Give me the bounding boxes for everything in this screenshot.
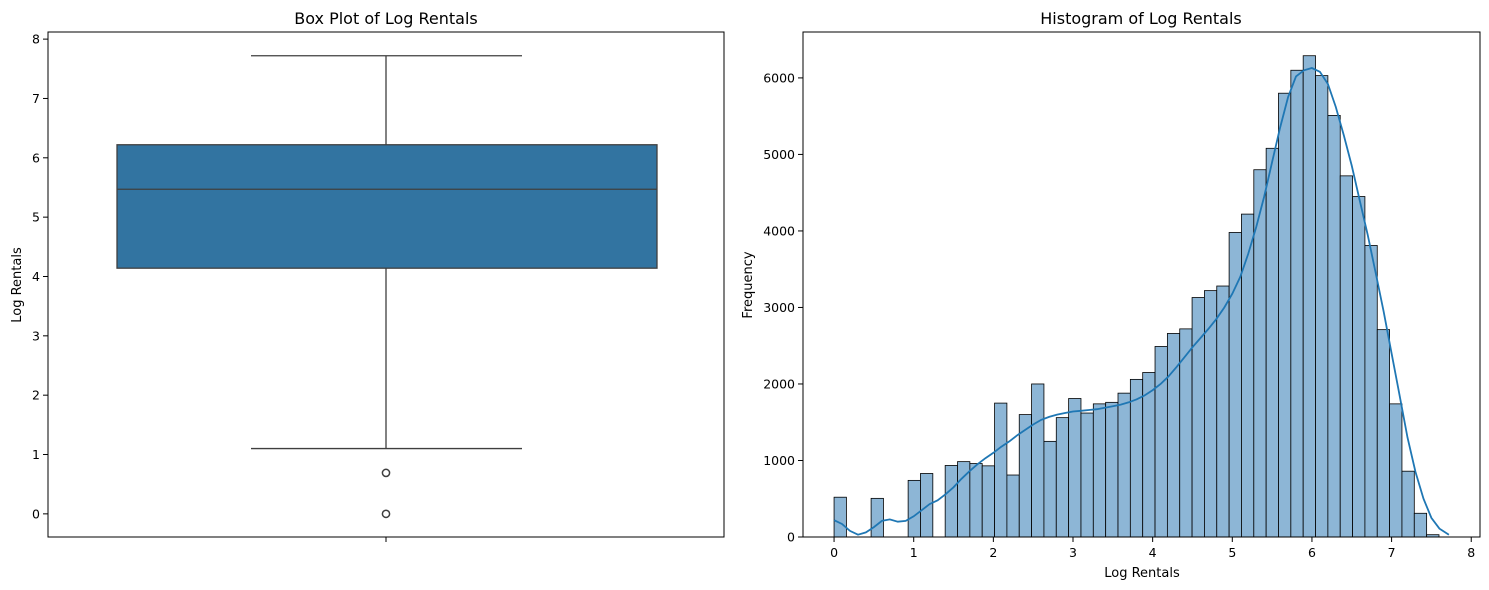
boxplot-y-tick-label: 7 <box>32 91 40 106</box>
boxplot-panel: Box Plot of Log Rentals Log Rentals 0 1 2 3… <box>10 9 725 542</box>
histogram-y-tick-label: 3000 <box>763 300 795 315</box>
histogram-bar <box>1154 346 1168 538</box>
boxplot-y-axis-label: Log Rentals <box>10 247 25 323</box>
histogram-y-tick-label: 6000 <box>763 70 795 85</box>
histogram-bar <box>1253 169 1267 538</box>
histogram-bar <box>1129 378 1144 538</box>
histogram-x-tick-label: 8 <box>1467 545 1475 560</box>
histogram-bar <box>1302 55 1316 538</box>
histogram-bar <box>1055 417 1070 538</box>
boxplot-y-tick-label: 0 <box>32 506 40 521</box>
histogram-x-ticks: 0 1 2 3 4 5 6 7 8 <box>830 537 1475 560</box>
histogram-y-tick-label: 2000 <box>763 376 795 391</box>
histogram-bar <box>907 479 921 538</box>
histogram-x-tick-label: 3 <box>1069 545 1077 560</box>
histogram-bar <box>1142 372 1156 538</box>
histogram-bar <box>1401 470 1415 538</box>
boxplot-y-tick-label: 1 <box>32 447 40 462</box>
histogram-bar <box>833 496 847 538</box>
histogram-x-tick-label: 4 <box>1149 545 1157 560</box>
histogram-bar <box>1241 213 1255 538</box>
boxplot-y-tick-label: 8 <box>32 32 40 47</box>
boxplot-marks <box>116 55 658 519</box>
histogram-y-ticks: 0 1000 2000 3000 4000 5000 6000 <box>763 70 803 545</box>
histogram-bar <box>1327 115 1341 538</box>
histogram-y-tick-label: 0 <box>787 530 795 545</box>
histogram-bar <box>870 497 884 538</box>
boxplot-title: Box Plot of Log Rentals <box>294 9 477 28</box>
histogram-bar <box>981 465 995 538</box>
histogram-bar <box>1105 401 1119 538</box>
histogram-bar <box>1191 297 1205 538</box>
histogram-bar <box>1031 383 1045 538</box>
histogram-x-tick-label: 7 <box>1388 545 1396 560</box>
boxplot-y-tick-label: 6 <box>32 150 40 165</box>
histogram-x-tick-label: 6 <box>1308 545 1316 560</box>
histogram-bar <box>1290 69 1304 538</box>
histogram-bar <box>1364 245 1378 538</box>
histogram-panel: Histogram of Log Rentals Frequency Log R… <box>741 9 1481 581</box>
boxplot-y-tick-label: 4 <box>32 269 40 284</box>
histogram-bar <box>1413 512 1428 538</box>
histogram-bar <box>994 402 1008 538</box>
histogram-y-tick-label: 1000 <box>763 453 795 468</box>
histogram-bar <box>1352 196 1366 538</box>
histogram-bar <box>1080 412 1094 538</box>
histogram-x-tick-label: 1 <box>910 545 918 560</box>
histogram-bar <box>1265 147 1279 538</box>
histogram-bar <box>1339 175 1353 538</box>
histogram-bar <box>969 463 983 538</box>
boxplot-y-ticks: 0 1 2 3 4 5 6 7 8 <box>32 32 48 521</box>
histogram-bar <box>1389 403 1403 538</box>
histogram-kde-line <box>833 67 1450 536</box>
histogram-title: Histogram of Log Rentals <box>1040 9 1242 28</box>
boxplot-y-tick-label: 2 <box>32 388 40 403</box>
histogram-x-tick-label: 2 <box>989 545 997 560</box>
histogram-y-axis-label: Frequency <box>741 251 756 318</box>
histogram-y-tick-label: 4000 <box>763 223 795 238</box>
boxplot-frame <box>47 31 725 538</box>
histogram-bar <box>1043 440 1057 538</box>
histogram-bar <box>1117 392 1131 538</box>
boxplot-y-tick-label: 5 <box>32 210 40 225</box>
histogram-bar <box>1376 329 1391 538</box>
histogram-x-tick-label: 0 <box>830 545 838 560</box>
histogram-x-tick-label: 5 <box>1228 545 1236 560</box>
histogram-bars <box>833 55 1440 538</box>
histogram-frame <box>802 31 1481 538</box>
histogram-bar <box>1006 474 1020 538</box>
histogram-x-axis-label: Log Rentals <box>1104 566 1180 581</box>
histogram-bar <box>1068 398 1082 538</box>
histogram-bar <box>1315 75 1329 538</box>
boxplot-box <box>116 144 658 269</box>
boxplot-outlier-point <box>381 509 391 519</box>
boxplot-outlier-point <box>381 468 391 478</box>
histogram-bar <box>1278 92 1292 538</box>
boxplot-y-tick-label: 3 <box>32 328 40 343</box>
histogram-y-tick-label: 5000 <box>763 147 795 162</box>
histogram-bar <box>1216 285 1230 538</box>
histogram-bar <box>944 465 958 538</box>
histogram-bar <box>1092 403 1107 538</box>
